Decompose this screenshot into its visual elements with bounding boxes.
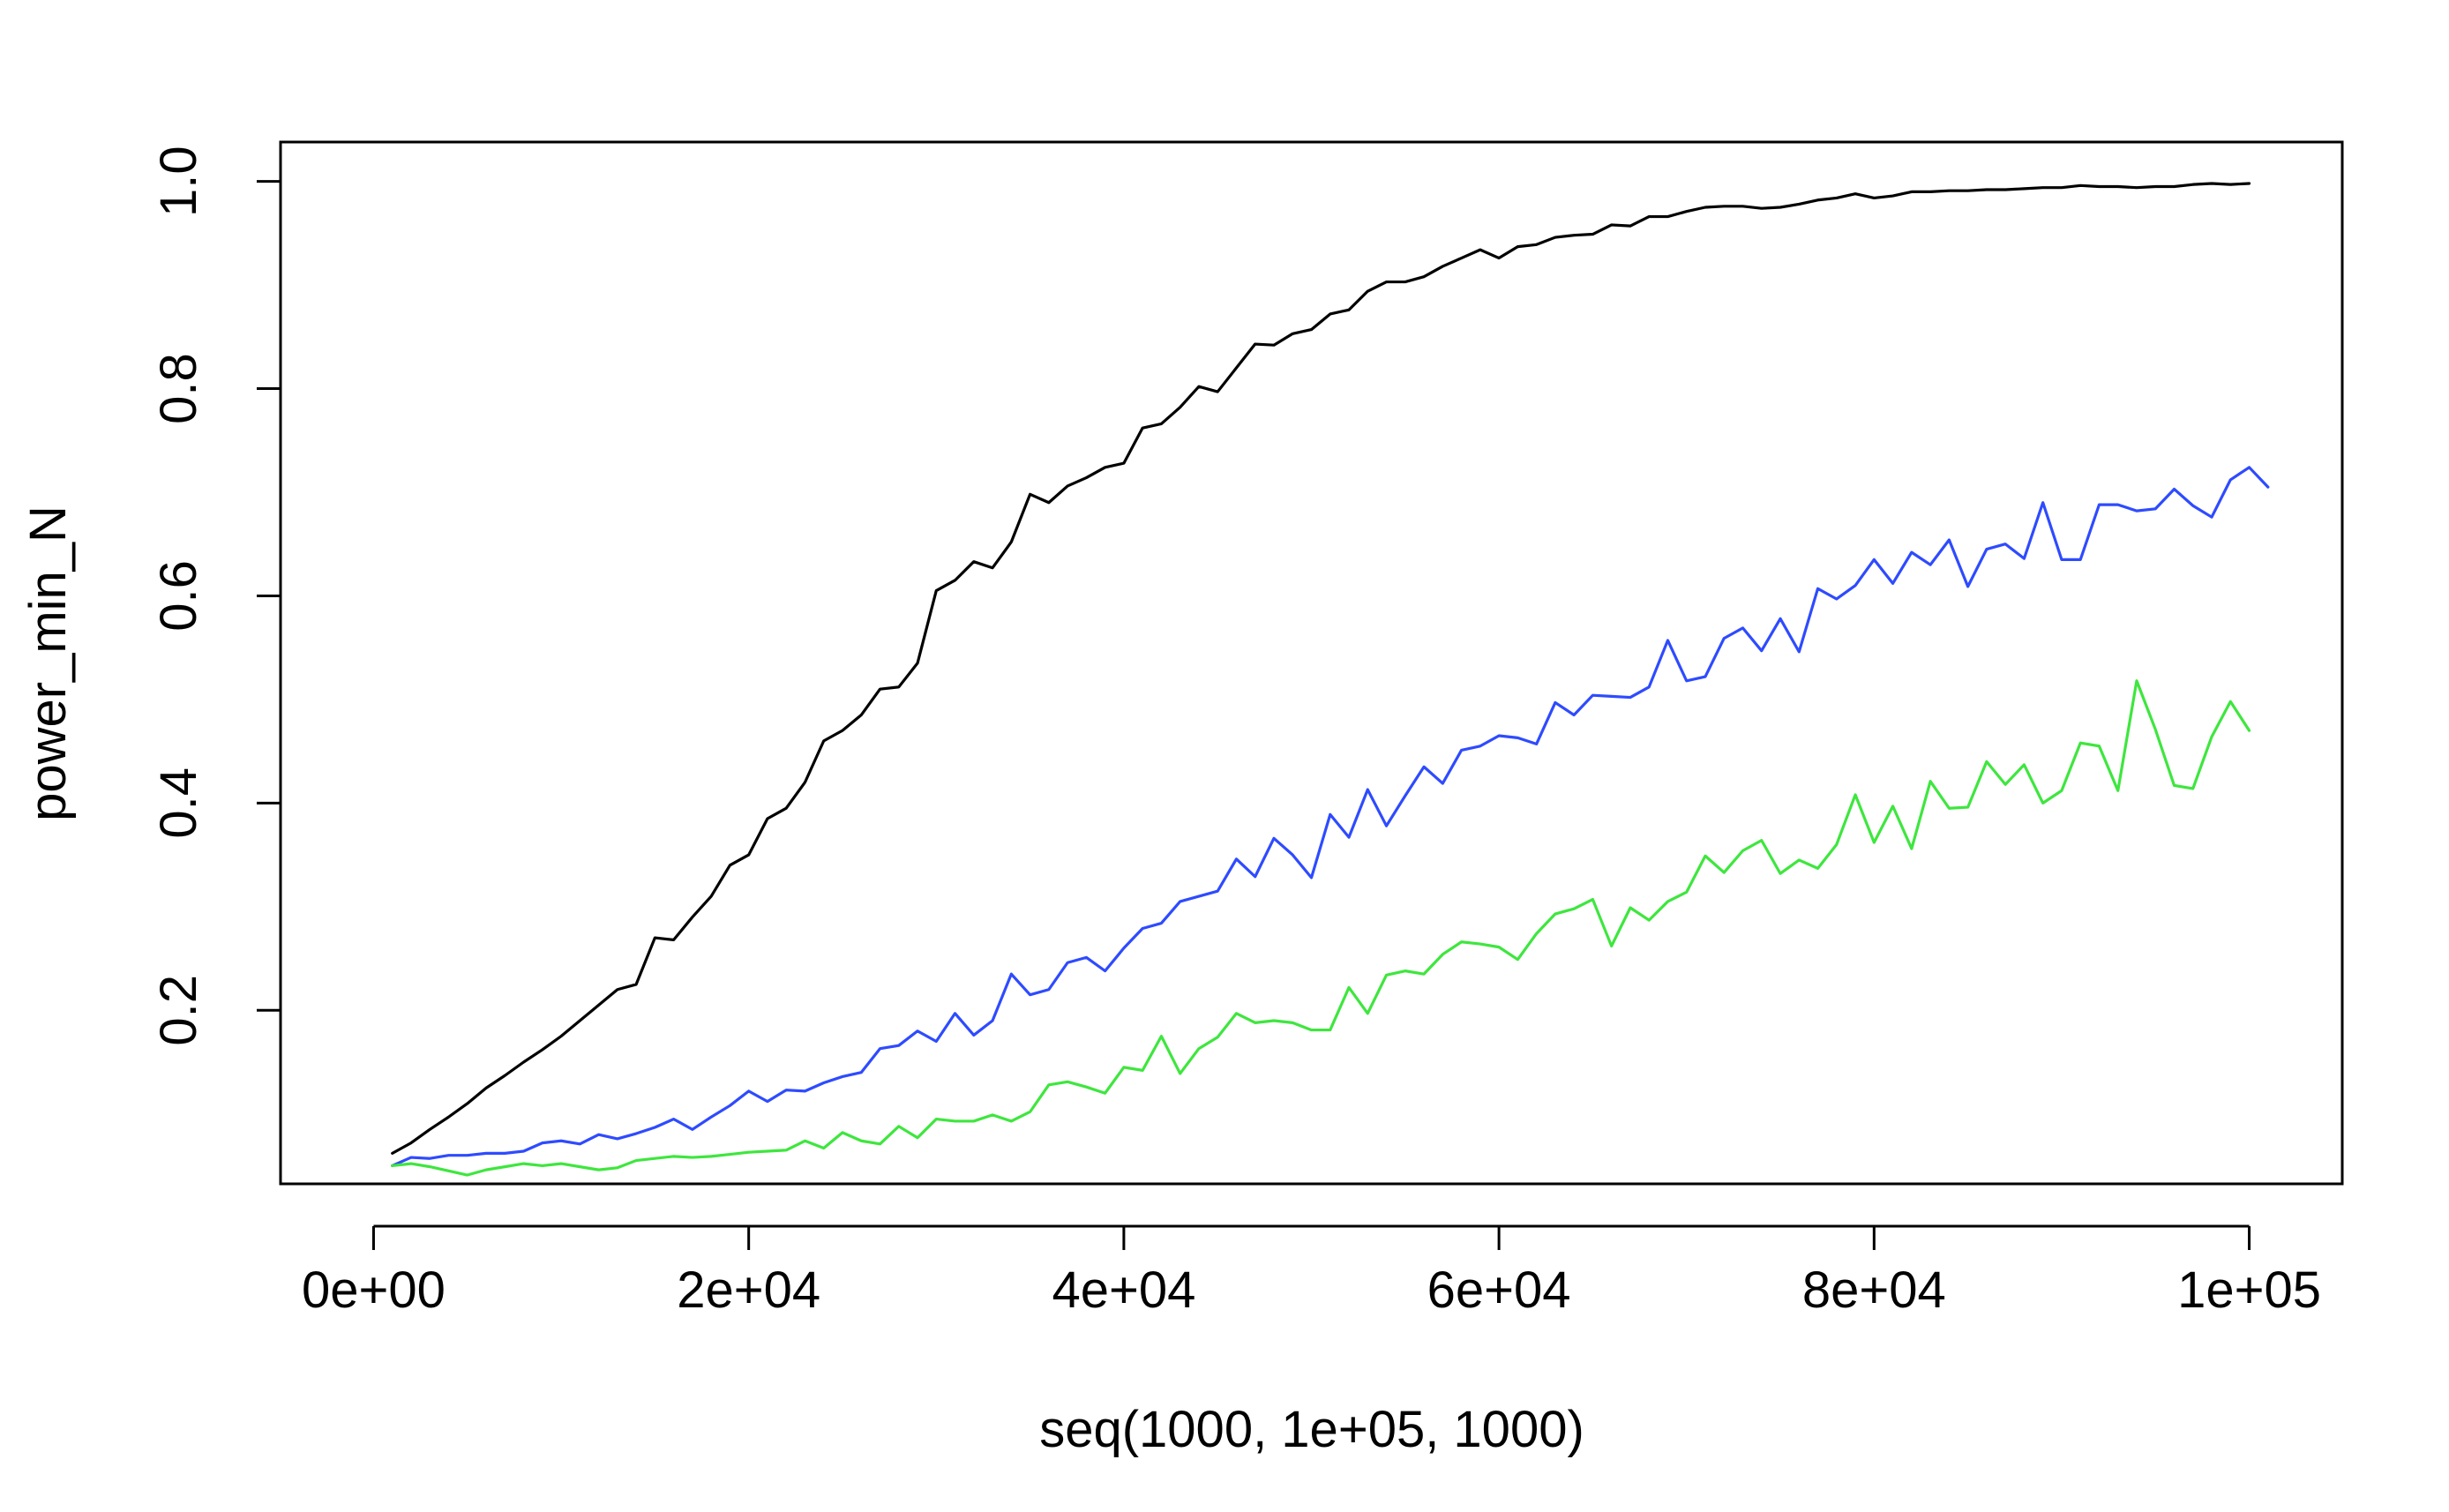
y-tick-label: 0.6 bbox=[150, 560, 207, 632]
series-layer bbox=[391, 182, 2270, 1177]
series-line-2 bbox=[391, 466, 2270, 1168]
x-tick-label: 4e+04 bbox=[1052, 1261, 1195, 1319]
series-line-3 bbox=[391, 679, 2251, 1177]
x-tick-label: 0e+00 bbox=[302, 1261, 446, 1319]
y-axis: 0.2 0.4 0.6 0.8 1.0 bbox=[150, 146, 282, 1046]
y-tick-label: 0.4 bbox=[150, 767, 207, 839]
y-tick-label: 0.8 bbox=[150, 353, 207, 424]
x-tick-label: 1e+05 bbox=[2177, 1261, 2321, 1319]
x-tick-label: 2e+04 bbox=[677, 1261, 820, 1319]
x-tick-label: 6e+04 bbox=[1427, 1261, 1571, 1319]
x-axis-label: seq(1000, 1e+05, 1000) bbox=[1039, 1401, 1584, 1458]
y-tick-label: 0.2 bbox=[150, 975, 207, 1046]
series-line-1 bbox=[391, 182, 2251, 1155]
x-axis: 0e+00 2e+04 4e+04 6e+04 8e+04 1e+05 bbox=[302, 1224, 2321, 1319]
x-tick-label: 8e+04 bbox=[1802, 1261, 1946, 1319]
y-tick-label: 1.0 bbox=[150, 146, 207, 217]
y-axis-label: power_min_N bbox=[19, 505, 77, 821]
